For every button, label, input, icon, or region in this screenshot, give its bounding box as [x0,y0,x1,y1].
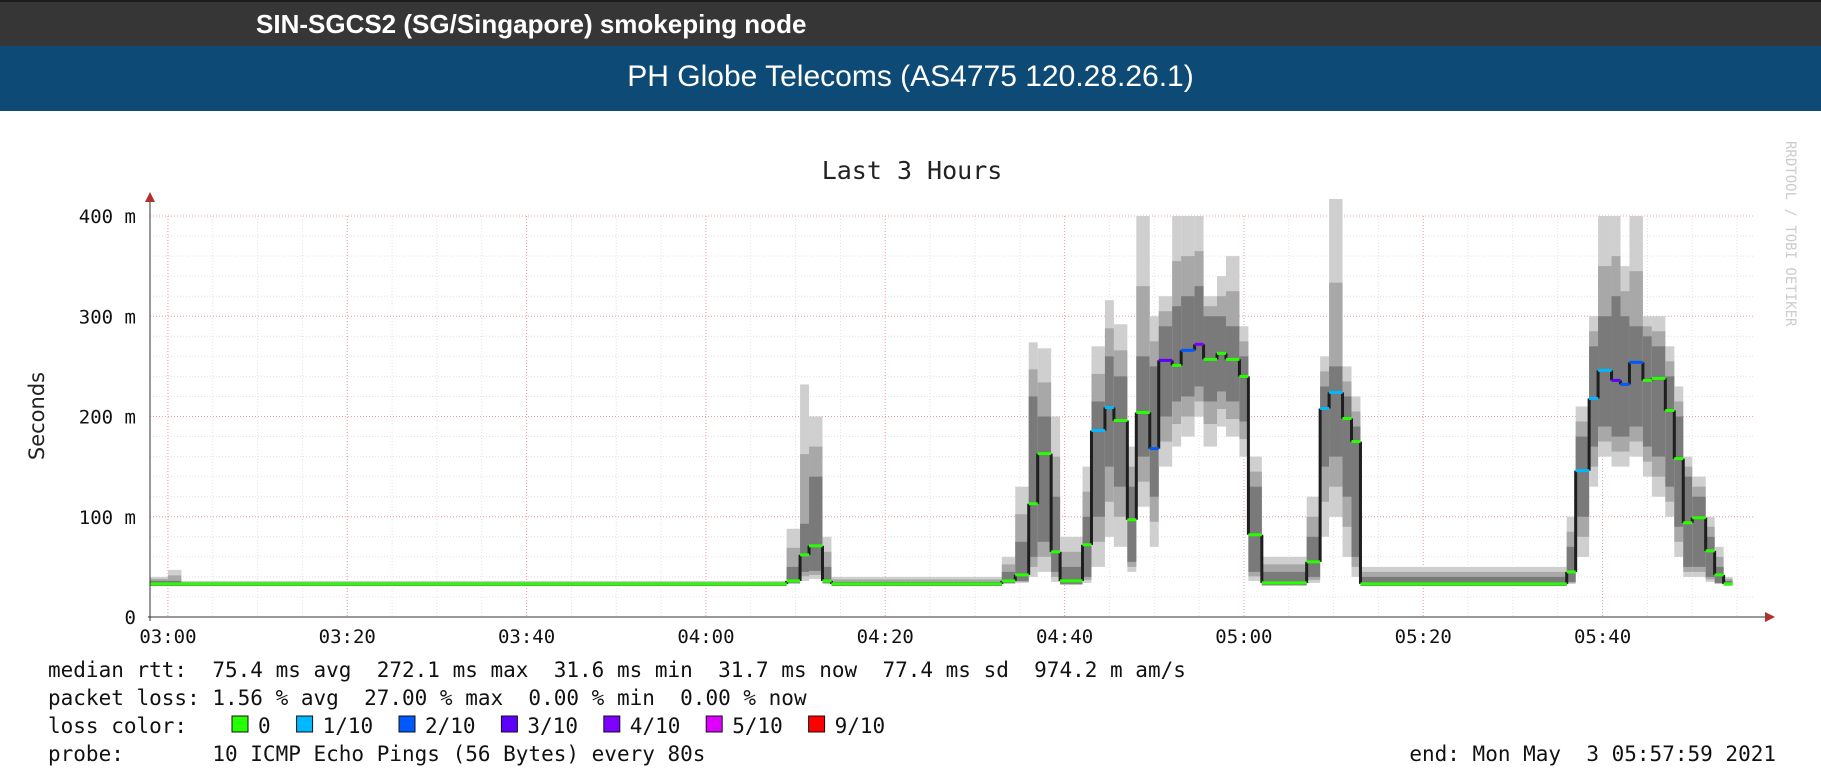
smoke-inner [1248,486,1262,572]
smoke-inner [1611,296,1621,437]
smoke-inner [1620,316,1630,437]
target-header: PH Globe Telecoms (AS4775 120.28.26.1) [0,46,1821,111]
chart-svg: Last 3 Hours Seconds RRDTOOL / TOBI OETI… [25,141,1798,766]
x-tick-label: 05:40 [1574,626,1631,648]
loss-color-label-4-10: 4/10 [630,714,681,738]
smoke-inner [1113,376,1128,487]
loss-color-legend: 0 1/10 2/10 3/10 4/10 5/10 9/10 [231,714,886,738]
end-time: end: Mon May 3 05:57:59 2021 [1409,742,1776,766]
loss-color-label-0: 0 [258,714,271,738]
smoke-inner [1194,286,1204,387]
x-tick-label: 05:00 [1215,626,1272,648]
smoke-inner [800,523,810,572]
smoke-inner [1037,416,1052,542]
smoke-middle [800,454,810,577]
smoke-inner [1015,541,1029,581]
y-axis-label: Seconds [25,372,49,460]
y-axis-arrow [145,192,155,202]
loss-color-label: loss color: [48,714,187,738]
smoke-inner [1136,356,1150,457]
smoke-inner [1158,326,1173,417]
loss-color-swatch [296,715,314,733]
smoke-inner [1149,366,1159,497]
x-tick-label: 04:40 [1036,626,1093,648]
y-tick-label: 100 m [79,507,136,529]
chart-title: Last 3 Hours [822,156,1003,185]
smoke-inner [1001,571,1016,583]
smoke-inner [786,566,801,583]
smoke-inner [1342,396,1352,497]
node-title: SIN-SGCS2 (SG/Singapore) smokeping node [256,9,807,39]
target-title: PH Globe Telecoms (AS4775 120.28.26.1) [627,60,1194,93]
smoke-inner [1091,401,1105,517]
smoke-inner [1566,546,1576,582]
probe-info: probe: 10 ICMP Echo Pings (56 Bytes) eve… [48,742,705,766]
smoke-inner [1329,366,1343,457]
x-axis-arrow [1765,612,1775,622]
smoke-inner [809,476,823,571]
smoke-inner [1665,376,1675,487]
loss-color-label-2-10: 2/10 [425,714,476,738]
smoke-inner [1082,516,1092,577]
smoke-inner [1051,496,1061,572]
y-tick-label: 400 m [79,206,136,228]
x-tick-label: 03:40 [498,626,555,648]
smoke-inner [1692,496,1706,567]
loss-color-label-9-10: 9/10 [835,714,886,738]
smoke-inner [1589,346,1599,447]
smoke-inner [1172,306,1182,402]
smoke-inner [1181,296,1195,397]
loss-color-label-3-10: 3/10 [527,714,578,738]
smoke-inner [1351,426,1361,557]
x-tick-label: 04:20 [857,626,914,648]
y-tick-label: 300 m [79,306,136,328]
smoke-inner [1225,326,1240,402]
x-tick-label: 03:20 [319,626,376,648]
smoke-inner [1104,356,1114,467]
loss-color-swatch [603,715,621,733]
smoke-inner [822,566,832,583]
smoke-inner [1674,416,1684,527]
smokeping-graph[interactable]: Last 3 Hours Seconds RRDTOOL / TOBI OETI… [0,111,1821,778]
y-tick-label: 200 m [79,407,136,429]
loss-color-swatch [500,715,518,733]
smoke-inner [1127,486,1137,562]
smoke-bands [150,198,1733,586]
y-tick-label: 0 [125,607,136,629]
tick-labels: 0 100 m 200 m 300 m 400 m 03:00 03:20 03:40 04:0… [79,206,1631,648]
smoke-inner [1575,436,1590,517]
rrdtool-watermark: RRDTOOL / TOBI OETIKER [1782,141,1798,327]
grid [150,215,1755,617]
smoke-inner [1629,326,1643,427]
loss-color-swatch [808,715,826,733]
loss-color-swatch [398,715,416,733]
loss-color-label-1-10: 1/10 [323,714,374,738]
loss-color-swatch [231,715,249,733]
smoke-inner [1306,536,1321,577]
smoke-inner [1651,346,1666,457]
smoke-inner [1642,336,1652,447]
legend: median rtt: 75.4 ms avg 272.1 ms max 31.… [48,658,1776,766]
median-rtt-stats: median rtt: 75.4 ms avg 272.1 ms max 31.… [48,658,1186,682]
x-tick-label: 05:20 [1395,626,1452,648]
smoke-inner [1320,386,1330,467]
x-tick-label: 03:00 [139,626,196,648]
axes [145,192,1775,622]
smoke-middle [167,575,182,586]
node-header: SIN-SGCS2 (SG/Singapore) smokeping node [0,0,1821,46]
smoke-inner [1705,536,1715,577]
smoke-inner [1360,576,1567,586]
smoke-inner [1239,356,1249,422]
loss-color-label-5-10: 5/10 [732,714,783,738]
median-rtt-line [150,342,1733,586]
packet-loss-stats: packet loss: 1.56 % avg 27.00 % max 0.00… [48,686,807,710]
smoke-inner [1028,396,1038,557]
x-tick-label: 04:00 [677,626,734,648]
loss-color-swatch [705,715,723,733]
